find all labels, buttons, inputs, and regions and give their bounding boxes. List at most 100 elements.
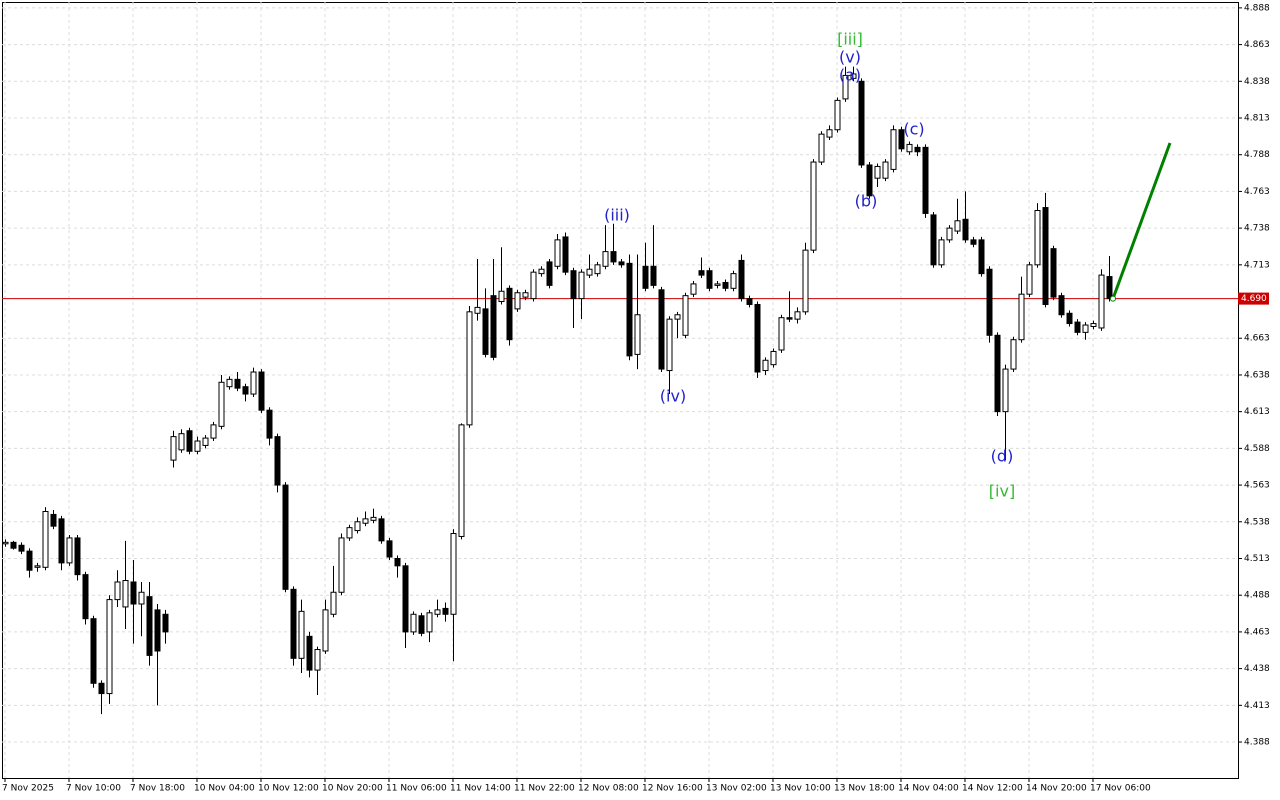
candle-body [602, 251, 609, 267]
candle-body [290, 588, 297, 659]
candle-body [434, 609, 441, 615]
candle-body [546, 261, 553, 286]
candle-body [346, 527, 353, 539]
candle-body [866, 164, 873, 197]
candle-body [98, 682, 105, 695]
y-tick-label: 4.588 [1244, 444, 1270, 454]
candle-body [306, 635, 313, 671]
y-tick-label: 4.563 [1244, 481, 1270, 491]
candle-body [1090, 323, 1097, 327]
candle-body [794, 311, 801, 320]
wave-label: (c) [903, 120, 924, 139]
wave-label: (iii) [604, 206, 630, 225]
candle-body [914, 146, 921, 153]
candle-body [818, 133, 825, 163]
candle-body [266, 409, 273, 439]
candle-body [186, 430, 193, 452]
candle-body [178, 433, 185, 451]
candle-body [538, 268, 545, 275]
candle-body [50, 513, 57, 527]
candle-body [850, 73, 857, 79]
candle-body [1106, 276, 1113, 300]
candle-body [554, 239, 561, 267]
x-tick-label: 10 Nov 20:00 [322, 784, 383, 794]
candle-body [898, 129, 905, 150]
candle-body [258, 371, 265, 411]
candle-body [714, 283, 721, 286]
current-price-label: 4.690 [1241, 294, 1267, 304]
candle-body [802, 249, 809, 313]
candle-body [1082, 324, 1089, 333]
plot-frame [2, 2, 1239, 779]
candle-body [234, 378, 241, 389]
candle-body [890, 129, 897, 170]
candle-body [738, 259, 745, 300]
y-tick-label: 4.513 [1244, 554, 1270, 564]
x-tick-label: 14 Nov 20:00 [1026, 784, 1087, 794]
y-tick-label: 4.888 [1244, 3, 1270, 13]
candle-body [778, 317, 785, 351]
candle-body [642, 265, 649, 289]
candle-body [322, 609, 329, 652]
candle-body [378, 518, 385, 542]
x-tick-label: 7 Nov 18:00 [130, 784, 185, 794]
candle-body [858, 80, 865, 166]
y-tick-label: 4.738 [1244, 224, 1270, 234]
x-tick-label: 10 Nov 04:00 [194, 784, 255, 794]
candle-body [58, 518, 65, 564]
candle-body [338, 537, 345, 593]
candle-body [634, 314, 641, 355]
candle-body [370, 516, 377, 521]
candle-body [962, 218, 969, 241]
candle-body [74, 537, 81, 576]
x-tick-label: 7 Nov 10:00 [66, 784, 121, 794]
x-tick-label: 13 Nov 18:00 [834, 784, 895, 794]
candle-body [682, 295, 689, 336]
y-tick-label: 4.863 [1244, 40, 1270, 50]
candle-body [226, 378, 233, 388]
candle-body [138, 591, 145, 605]
candle-body [466, 311, 473, 426]
candle-body [954, 220, 961, 232]
y-tick-label: 4.413 [1244, 701, 1270, 711]
candle-body [746, 298, 753, 305]
candle-body [698, 270, 705, 276]
candle-body [522, 292, 529, 298]
candle-body [578, 271, 585, 300]
candle-body [42, 511, 49, 568]
candle-body [1042, 207, 1049, 305]
candle-body [410, 613, 417, 633]
candle-body [426, 612, 433, 633]
candle-body [82, 574, 89, 620]
x-tick-label: 17 Nov 06:00 [1090, 784, 1151, 794]
candle-body [114, 581, 121, 601]
candle-body [394, 557, 401, 567]
forecast-line [1111, 142, 1172, 300]
candle-body [594, 264, 601, 275]
candle-body [530, 271, 537, 300]
x-tick-label: 14 Nov 04:00 [898, 784, 959, 794]
candle-body [1026, 264, 1033, 295]
y-tick-label: 4.813 [1244, 113, 1270, 123]
wave-label: (d) [991, 447, 1014, 466]
candle-body [1066, 312, 1073, 325]
candle-body [978, 239, 985, 275]
candle-body [170, 436, 177, 461]
candle-body [130, 581, 137, 605]
candle-body [458, 424, 465, 537]
candle-body [482, 308, 489, 355]
candle-body [146, 596, 153, 656]
y-tick-label: 4.763 [1244, 187, 1270, 197]
x-tick-label: 10 Nov 12:00 [258, 784, 319, 794]
wave-label: [iv] [989, 482, 1015, 501]
candle-body [1002, 368, 1009, 413]
candle-body [450, 533, 457, 615]
candle-body [970, 239, 977, 245]
y-tick-label: 4.613 [1244, 407, 1270, 417]
x-tick-label: 13 Nov 10:00 [770, 784, 831, 794]
candle-body [34, 565, 41, 568]
x-tick-label: 11 Nov 14:00 [450, 784, 511, 794]
candle-body [498, 290, 505, 303]
candle-body [586, 268, 593, 276]
candle-body [354, 521, 361, 532]
